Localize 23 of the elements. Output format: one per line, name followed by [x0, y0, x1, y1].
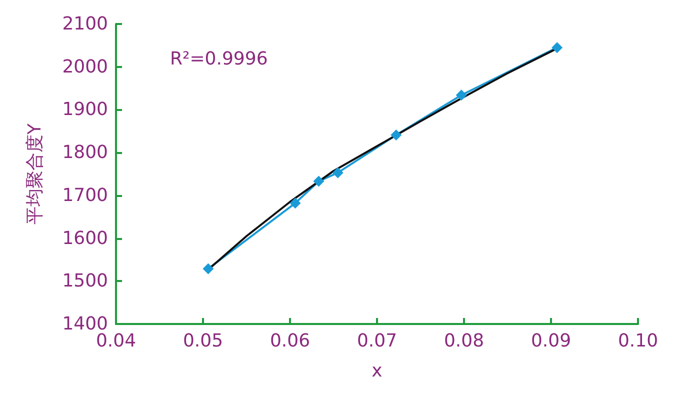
y-tick-label: 2000 [62, 56, 108, 78]
y-tick-label: 1700 [62, 184, 108, 206]
x-tick-label: 0.10 [618, 330, 658, 352]
y-tick-label: 1800 [62, 142, 108, 164]
x-tick-label: 0.05 [182, 330, 224, 352]
point [552, 42, 563, 54]
x-tick-label: 0.09 [530, 330, 572, 352]
point [290, 198, 301, 209]
annotation: R²=0.9996 [170, 48, 268, 70]
y-tick-label: 1500 [62, 270, 108, 292]
point [456, 90, 467, 101]
x-axis-title: x [372, 360, 383, 382]
point [332, 167, 344, 178]
x-tick-label: 0.08 [444, 330, 484, 352]
x-tick-label: 0.07 [356, 330, 398, 352]
y-tick-label: 2100 [62, 14, 108, 34]
y-tick-label: 1600 [62, 228, 108, 249]
point [202, 263, 214, 274]
point [313, 176, 324, 187]
y-axis-title: 平均聚合度Y [24, 122, 46, 224]
point [390, 130, 402, 140]
x-tick-label: 0.06 [270, 330, 310, 352]
y-tick-label: 1900 [62, 99, 108, 120]
